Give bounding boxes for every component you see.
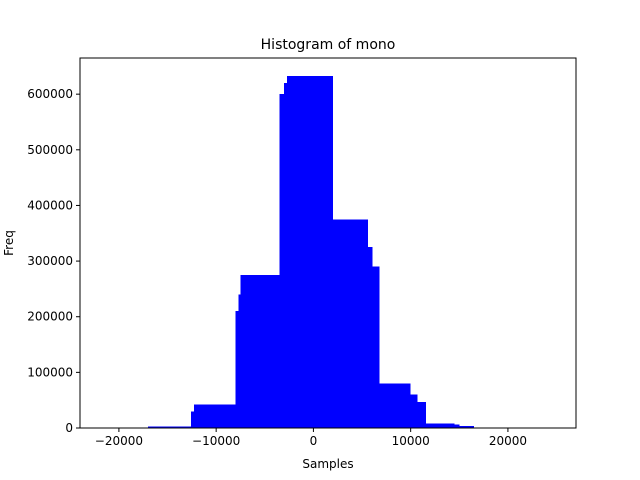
histogram-bar (279, 94, 285, 429)
histogram-bar (426, 423, 455, 428)
histogram-bar (190, 411, 194, 428)
histogram-bar (417, 401, 427, 428)
y-tick-label: 200000 (27, 310, 73, 324)
x-axis-label: Samples (302, 457, 353, 471)
x-tick-label: 10000 (392, 434, 430, 448)
histogram-bar (287, 75, 333, 429)
y-axis-label: Freq (2, 230, 16, 256)
y-axis-ticks: 0 100000 200000 300000 400000 500000 600000 (27, 87, 80, 435)
x-tick-label: −10000 (192, 434, 240, 448)
x-tick-label: −20000 (95, 434, 143, 448)
histogram-bar (284, 83, 288, 428)
histogram-bar (459, 425, 474, 428)
histogram-bar (193, 404, 236, 428)
y-tick-label: 300000 (27, 254, 73, 268)
histogram-bar (332, 219, 368, 428)
histogram-bars (99, 75, 567, 429)
histogram-bar (240, 274, 280, 428)
y-tick-label: 400000 (27, 198, 73, 212)
histogram-bar (379, 383, 411, 428)
histogram-bar (367, 247, 373, 428)
x-tick-label: 20000 (489, 434, 527, 448)
histogram-bar (372, 266, 380, 428)
histogram-bar (238, 294, 241, 428)
histogram-bar (454, 424, 460, 428)
y-tick-label: 600000 (27, 87, 73, 101)
y-tick-label: 0 (65, 421, 73, 435)
histogram-bar (410, 394, 418, 428)
plot-frame (79, 57, 577, 429)
x-tick-label: 0 (310, 434, 318, 448)
histogram-bar (235, 311, 239, 428)
y-tick-label: 100000 (27, 365, 73, 379)
x-axis-ticks: −20000 −10000 0 10000 20000 (95, 428, 527, 448)
y-tick-label: 500000 (27, 143, 73, 157)
histogram-bar (148, 426, 191, 428)
chart-title: Histogram of mono (261, 37, 396, 53)
